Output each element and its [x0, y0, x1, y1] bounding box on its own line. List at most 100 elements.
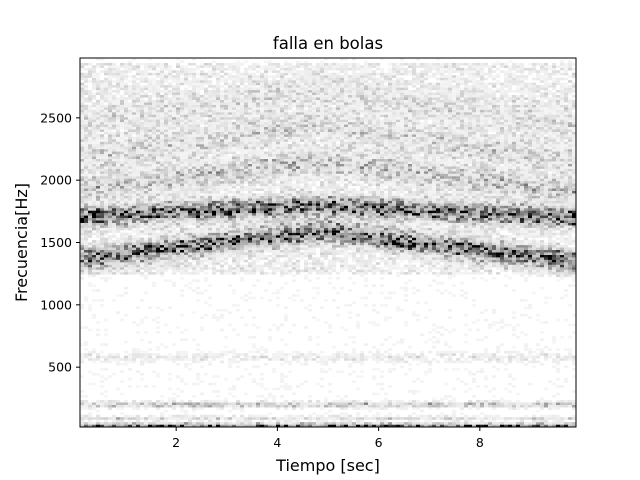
heatmap-cell: [192, 407, 197, 410]
heatmap-cell: [220, 163, 225, 167]
heatmap-cell: [256, 249, 261, 253]
heatmap-cell: [236, 249, 241, 253]
heatmap-cell: [172, 399, 177, 403]
heatmap-cell: [240, 99, 245, 103]
heatmap-cell: [152, 151, 157, 155]
heatmap-cell: [92, 185, 97, 189]
heatmap-cell: [216, 149, 221, 152]
heatmap-cell: [84, 190, 89, 194]
heatmap-cell: [120, 124, 125, 128]
heatmap-cell: [232, 151, 237, 155]
heatmap-cell: [96, 235, 101, 238]
heatmap-cell: [124, 178, 129, 182]
heatmap-cell: [272, 77, 277, 81]
heatmap-cell: [192, 156, 197, 160]
heatmap-cell: [196, 407, 201, 410]
heatmap-cell: [256, 121, 261, 125]
heatmap-cell: [92, 252, 97, 255]
heatmap-cell: [216, 232, 221, 236]
heatmap-cell: [264, 417, 269, 420]
heatmap-cell: [224, 195, 229, 199]
heatmap-cell: [232, 89, 237, 93]
heatmap-cell: [140, 240, 145, 243]
heatmap-cell: [204, 222, 209, 226]
heatmap-cell: [144, 112, 149, 115]
heatmap-cell: [216, 97, 221, 100]
heatmap-cell: [220, 355, 225, 359]
heatmap-cell: [104, 333, 109, 337]
heatmap-cell: [148, 151, 153, 155]
heatmap-cell: [228, 422, 233, 425]
heatmap-cell: [188, 252, 193, 255]
heatmap-cell: [92, 158, 97, 162]
heatmap-cell: [132, 176, 137, 179]
heatmap-cell: [232, 107, 237, 110]
heatmap-cell: [212, 92, 217, 96]
heatmap-cell: [180, 264, 185, 268]
heatmap-cell: [264, 136, 269, 140]
heatmap-cell: [128, 176, 133, 179]
heatmap-cell: [140, 232, 145, 236]
heatmap-cell: [188, 173, 193, 177]
heatmap-cell: [276, 195, 281, 199]
heatmap-cell: [236, 131, 241, 135]
heatmap-cell: [168, 417, 173, 420]
heatmap-cell: [232, 205, 237, 209]
heatmap-cell: [192, 82, 197, 86]
heatmap-cell: [272, 195, 277, 199]
heatmap-cell: [128, 240, 133, 243]
heatmap-cell: [92, 289, 97, 292]
heatmap-cell: [112, 102, 117, 105]
heatmap-cell: [264, 414, 269, 418]
heatmap-cell: [116, 153, 121, 157]
heatmap-cell: [132, 402, 137, 406]
heatmap-cell: [244, 247, 249, 251]
heatmap-cell: [232, 190, 237, 194]
heatmap-cell: [104, 198, 109, 201]
heatmap-cell: [236, 144, 241, 147]
heatmap-cell: [128, 360, 133, 364]
heatmap-cell: [188, 131, 193, 135]
heatmap-cell: [276, 89, 281, 93]
heatmap-cell: [88, 205, 93, 209]
heatmap-cell: [264, 198, 269, 201]
heatmap-cell: [228, 102, 233, 105]
heatmap-cell: [220, 220, 225, 223]
heatmap-cell: [184, 97, 189, 100]
heatmap-cell: [268, 200, 273, 204]
heatmap-cell: [208, 75, 213, 78]
heatmap-cell: [184, 134, 189, 137]
heatmap-cell: [192, 136, 197, 140]
heatmap-cell: [140, 168, 145, 172]
heatmap-cell: [136, 114, 141, 118]
heatmap-cell: [264, 77, 269, 81]
heatmap-cell: [228, 151, 233, 155]
heatmap-cell: [252, 80, 257, 83]
heatmap-cell: [224, 188, 229, 191]
heatmap-cell: [80, 99, 85, 103]
heatmap-cell: [180, 176, 185, 179]
heatmap-cell: [236, 94, 241, 98]
heatmap-cell: [128, 252, 133, 255]
heatmap-cell: [236, 139, 241, 142]
heatmap-cell: [216, 99, 221, 103]
heatmap-cell: [244, 131, 249, 135]
heatmap-cell: [220, 249, 225, 253]
heatmap-cell: [100, 304, 105, 307]
heatmap-cell: [132, 112, 137, 115]
heatmap-cell: [148, 262, 153, 265]
heatmap-cell: [88, 97, 93, 100]
heatmap-cell: [100, 65, 105, 68]
heatmap-cell: [184, 363, 189, 366]
heatmap-cell: [80, 121, 85, 125]
heatmap-cell: [124, 82, 129, 86]
heatmap-cell: [120, 171, 125, 174]
heatmap-cell: [124, 124, 129, 128]
heatmap-cell: [152, 212, 157, 216]
heatmap-cell: [188, 153, 193, 157]
heatmap-cell: [280, 417, 285, 420]
heatmap-cell: [204, 289, 209, 292]
heatmap-cell: [272, 141, 277, 145]
heatmap-cell: [168, 107, 173, 110]
heatmap-cell: [192, 112, 197, 115]
